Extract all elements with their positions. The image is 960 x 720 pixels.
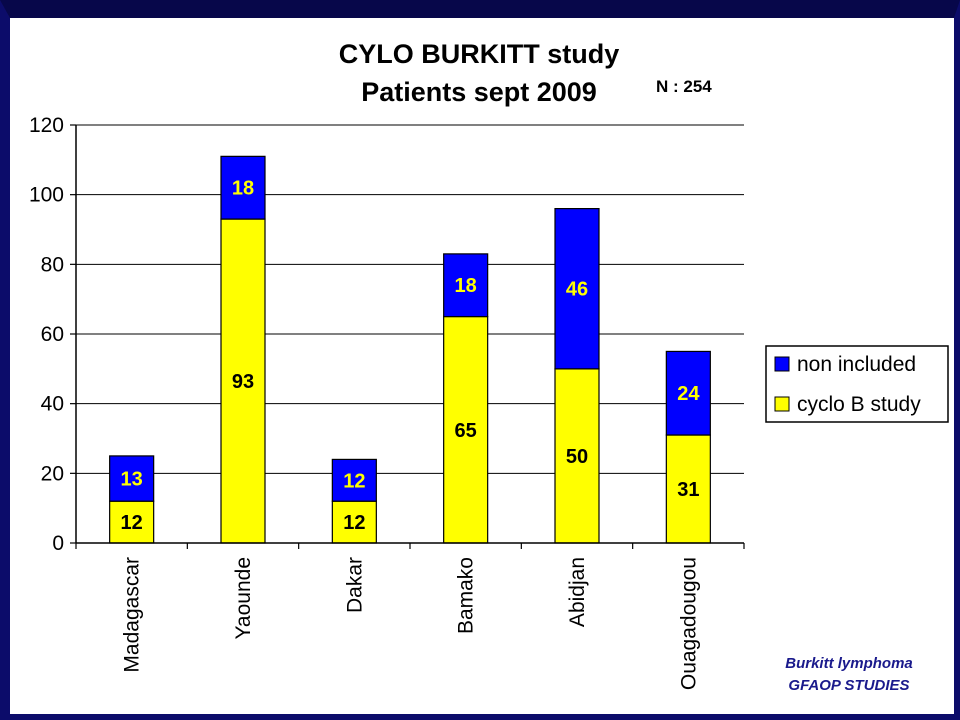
data-label: 18 [455,275,477,297]
chart-title-line-2: Patients sept 2009 [361,77,597,107]
data-label: 18 [232,178,254,200]
bar-segment-non-included [331,458,377,502]
legend-label-cyclo-b: cyclo B study [797,393,921,416]
x-category-label: Yaounde [232,557,255,640]
footer-line-2: GFAOP STUDIES [788,677,909,694]
y-tick-label: 20 [41,462,64,485]
grid-lines [76,124,744,474]
x-category-label: Ouagadougou [677,557,700,690]
data-label: 13 [121,469,143,491]
legend-swatch-non-included [774,356,790,372]
legend-box [765,345,949,423]
data-label: 12 [121,512,143,534]
x-category-label: Abidjan [566,557,589,627]
y-tick-label: 80 [41,253,64,276]
y-tick-label: 40 [41,393,64,416]
x-category-label: Dakar [343,557,366,613]
y-tick-label: 60 [41,323,64,346]
bar-segment-non-included [220,155,266,220]
bar-segment-non-included [554,208,600,370]
data-label: 65 [455,420,477,442]
data-label: 24 [677,383,700,405]
chart-title-line-1: CYLO BURKITT study [339,39,620,69]
data-label: 31 [677,479,699,501]
data-label: 50 [566,446,588,468]
data-label: 12 [343,512,365,534]
x-category-label: Madagascar [121,557,144,673]
bars: 12 13 93 18 12 12 65 18 50 46 31 24 [109,155,711,544]
footer-line-1: Burkitt lymphoma [785,655,913,672]
bar-segment-non-included [665,350,711,436]
y-tick-label: 120 [29,114,64,137]
total-count-annotation: N : 254 [656,77,712,96]
y-tick-label: 0 [52,532,64,555]
data-label: 12 [343,470,365,492]
bar-segment-non-included [109,455,155,502]
legend-swatch-cyclo-b [774,396,790,412]
tick-labels: 0 20 40 60 80 100 120 Madagascar Yaounde Dakar Bam… [29,114,700,690]
axes [70,124,745,549]
data-label: 46 [566,279,588,301]
bar-segment-non-included [443,253,489,318]
data-label: 93 [232,371,254,393]
legend-label-non-included: non included [797,353,916,376]
legend: non included cyclo B study [765,345,949,423]
y-tick-label: 100 [29,184,64,207]
x-category-label: Bamako [455,557,478,634]
bar-segment-cyclo-b [554,368,600,544]
